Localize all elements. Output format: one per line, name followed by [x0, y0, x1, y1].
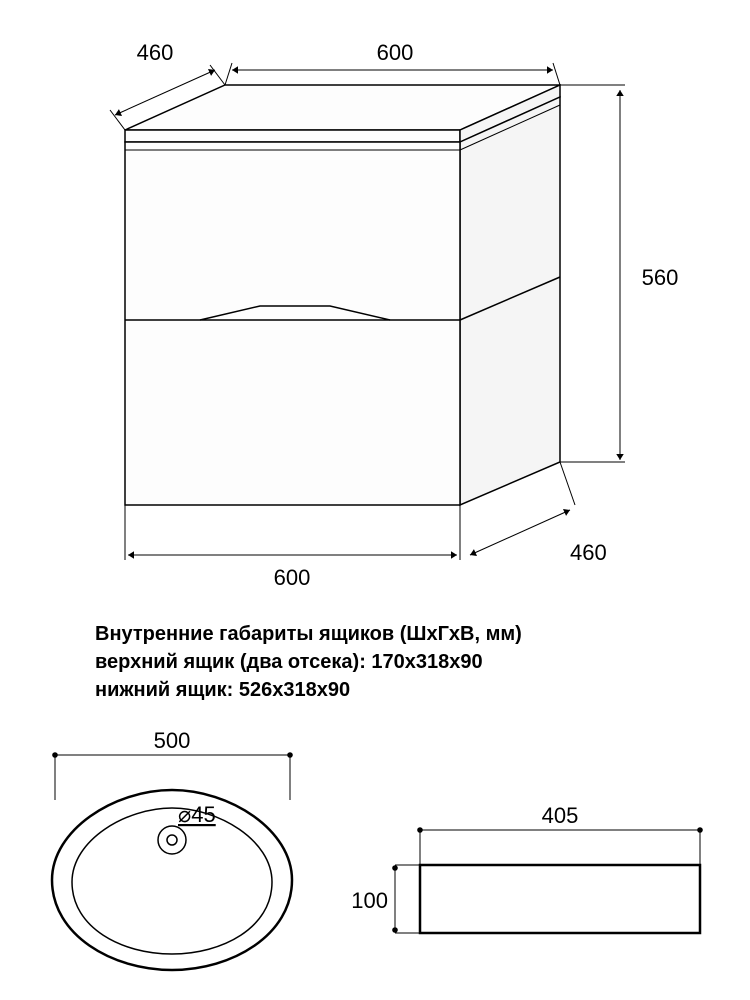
spec-line3: нижний ящик: 526х318х90	[95, 679, 350, 701]
sink-side-height-label: 100	[351, 888, 388, 913]
sink-top-view: 500 ⌀45	[52, 728, 292, 970]
cabinet-front-face	[125, 142, 460, 505]
page: 460 600 560 600 460	[0, 0, 750, 1000]
sink-outer-outline	[52, 790, 292, 970]
drain-hole-label: ⌀45	[178, 802, 216, 827]
drawing-canvas: 460 600 560 600 460	[0, 0, 750, 1000]
dim-top-width: 600	[225, 40, 560, 85]
dim-bottom-width-label: 600	[274, 565, 311, 590]
cabinet-side-face	[460, 97, 560, 505]
sink-side-view: 405 100	[351, 803, 700, 933]
sink-side-rect	[420, 865, 700, 933]
dim-bottom-width: 600	[125, 505, 460, 590]
dim-bottom-depth-label: 460	[570, 540, 607, 565]
drain-hole-inner	[167, 835, 177, 845]
sink-width-label: 500	[154, 728, 191, 753]
spec-line1: Внутренние габариты ящиков (ШхГхВ, мм)	[95, 623, 522, 645]
sink-side-width-label: 405	[542, 803, 579, 828]
cabinet-iso-drawing: 460 600 560 600 460	[110, 40, 678, 590]
sink-inner-outline	[72, 808, 272, 954]
drain-hole-outer	[158, 826, 186, 854]
dim-right-height-label: 560	[642, 265, 679, 290]
dim-top-depth-label: 460	[137, 40, 174, 65]
spec-text-block: Внутренние габариты ящиков (ШхГхВ, мм) в…	[95, 623, 522, 701]
dim-top-width-label: 600	[377, 40, 414, 65]
spec-line2: верхний ящик (два отсека): 170х318х90	[95, 651, 483, 673]
dim-right-height: 560	[560, 85, 678, 462]
